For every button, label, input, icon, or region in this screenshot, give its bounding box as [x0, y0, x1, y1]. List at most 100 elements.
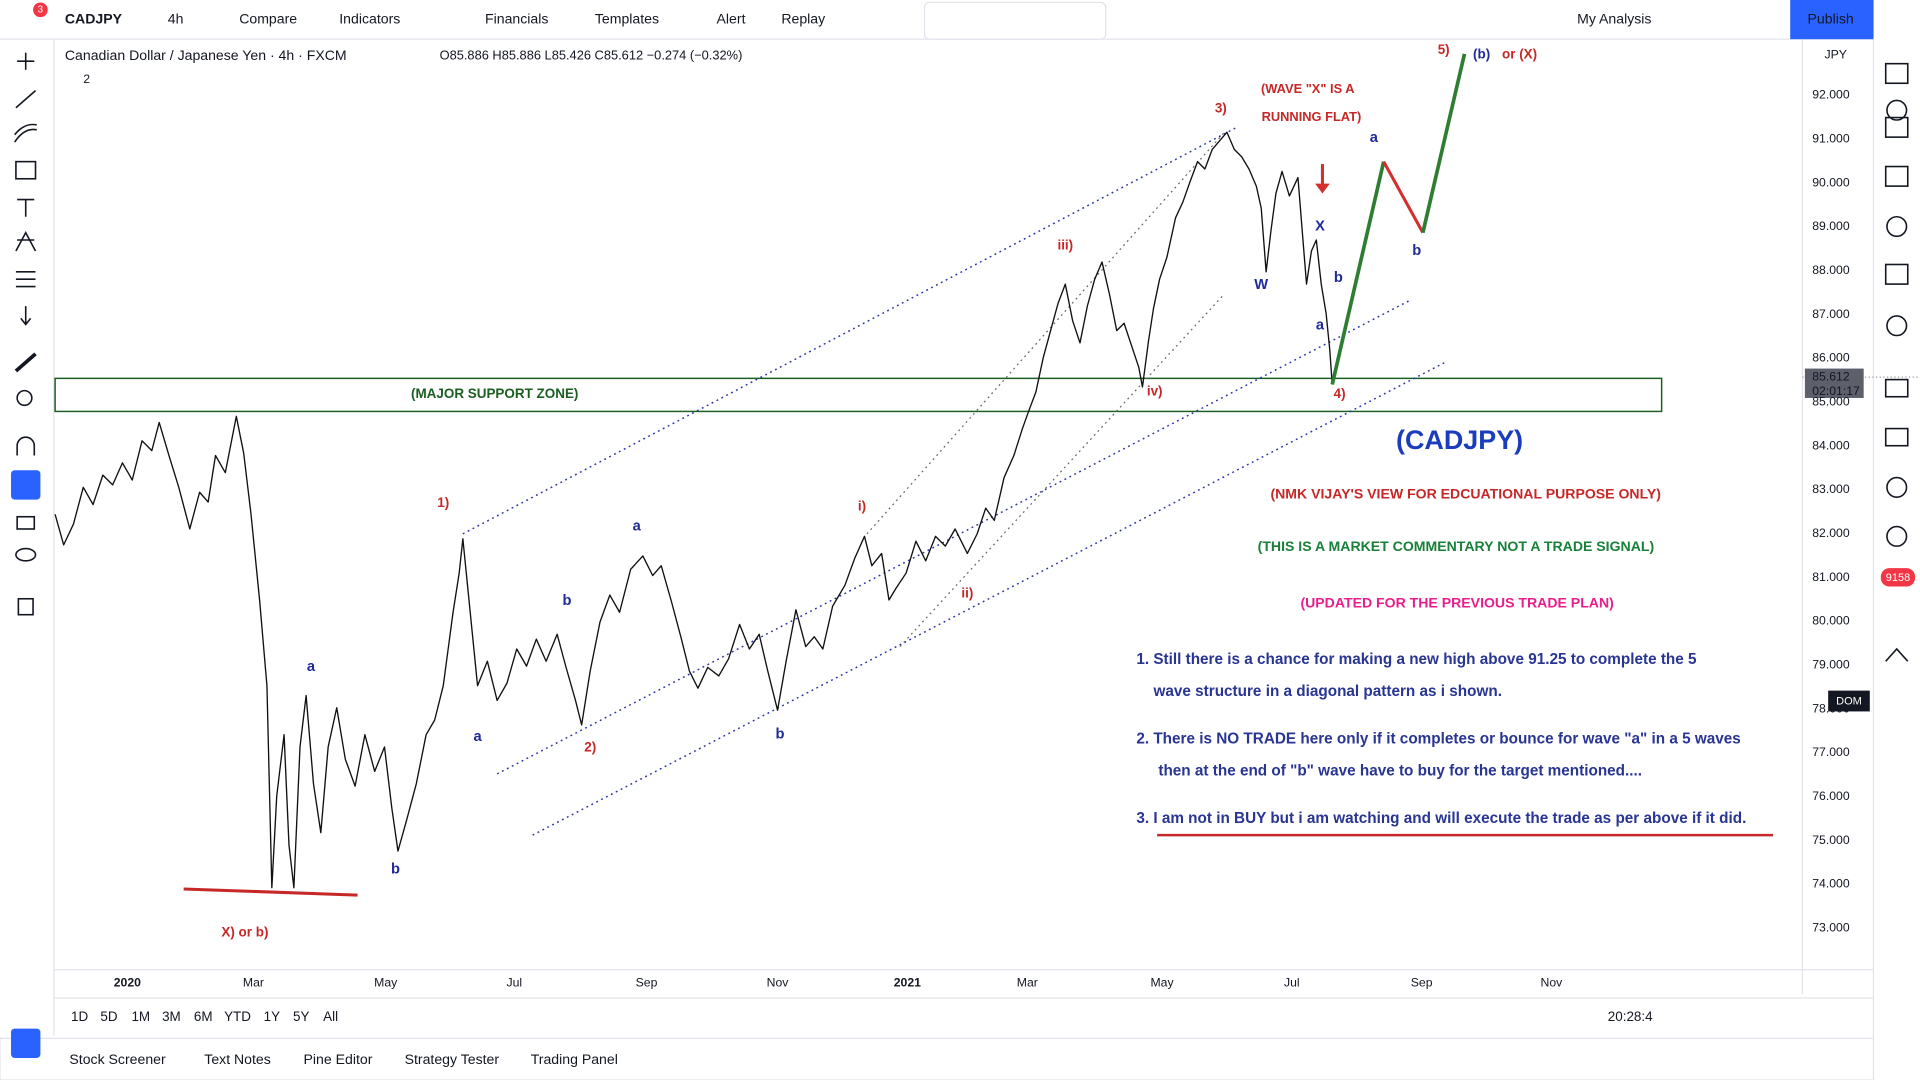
left-toolbar — [14, 52, 37, 616]
sidebar-icon[interactable] — [1884, 62, 1909, 85]
shape-tool[interactable] — [15, 160, 37, 180]
annotation: (THIS IS A MARKET COMMENTARY NOT A TRADE… — [1258, 538, 1655, 554]
publish[interactable]: Publish — [1808, 10, 1854, 26]
sidebar-icon[interactable] — [1886, 525, 1908, 547]
timeframe-button[interactable]: 5Y — [293, 1009, 309, 1024]
price-label: 86.000 — [1812, 351, 1850, 365]
timeframe-button[interactable]: YTD — [224, 1009, 251, 1024]
bottom-tab[interactable]: Pine Editor — [304, 1051, 373, 1067]
zoom-tool[interactable] — [16, 389, 33, 407]
channel-line — [496, 299, 1411, 775]
sidebar-icon[interactable] — [1886, 99, 1908, 121]
timeframe-button[interactable]: 1D — [71, 1009, 88, 1024]
time-label: Sep — [636, 975, 658, 989]
collapse[interactable]: 2 — [83, 72, 90, 86]
notification-badge-bg — [33, 2, 48, 18]
hide-tool[interactable] — [15, 547, 37, 562]
price-label: 85.000 — [1812, 395, 1850, 409]
commentary-note: 3. I am not in BUY but i am watching and… — [1136, 810, 1746, 827]
sidebar-icon[interactable] — [1884, 116, 1909, 138]
time-label: Nov — [1541, 975, 1564, 989]
lock-tool[interactable] — [16, 515, 36, 530]
publish-button[interactable] — [1790, 0, 1874, 40]
price-label: 89.000 — [1812, 219, 1850, 233]
pattern-tool[interactable] — [15, 230, 37, 252]
projection-up — [1330, 161, 1386, 385]
price-label: 75.000 — [1812, 833, 1850, 847]
annotation: X) or b) — [221, 925, 268, 940]
sidebar-icon[interactable] — [1886, 215, 1908, 238]
bottom-tab[interactable]: Strategy Tester — [405, 1051, 500, 1067]
arrow-tool[interactable] — [20, 306, 32, 326]
time-label: Sep — [1411, 975, 1433, 989]
sidebar-icon[interactable] — [1884, 378, 1909, 398]
timeframe-button[interactable]: 6M — [194, 1009, 213, 1024]
annotation: b — [1412, 243, 1421, 259]
sidebar-icon[interactable] — [1884, 427, 1909, 447]
annotation: ii) — [961, 585, 973, 600]
magnet-tool[interactable] — [16, 436, 36, 456]
right-sidebar — [1884, 62, 1909, 662]
price-label: 80.000 — [1812, 614, 1850, 628]
annotation: a — [1370, 130, 1379, 146]
timeframe-button[interactable]: All — [323, 1009, 338, 1024]
timeframe-button[interactable]: 5D — [100, 1009, 117, 1024]
annotation: b — [776, 727, 785, 743]
annotation: 4) — [1334, 386, 1346, 401]
time-label: Jul — [1284, 975, 1300, 989]
annotation: (b) — [1473, 47, 1490, 62]
sidebar-icon[interactable] — [1884, 165, 1909, 187]
layout-name[interactable]: My Analysis — [1577, 10, 1651, 26]
text-tool[interactable] — [17, 198, 35, 217]
annotation: or (X) — [1502, 47, 1537, 62]
sidebar-icon[interactable] — [1885, 647, 1909, 662]
measure-tool[interactable] — [14, 352, 37, 373]
price-label: 90.000 — [1812, 175, 1850, 189]
timeframe-button[interactable]: 1M — [131, 1009, 150, 1024]
bottom-tab[interactable]: Trading Panel — [531, 1051, 618, 1067]
annotation: X — [1315, 218, 1325, 234]
sidebar-icon[interactable] — [1886, 315, 1908, 337]
trash-tool[interactable] — [17, 597, 34, 616]
sidebar-icon[interactable] — [1886, 476, 1908, 498]
toolbar-item[interactable]: Replay — [781, 10, 826, 26]
currency: JPY — [1824, 47, 1846, 61]
toolbar-item[interactable]: Financials — [485, 10, 548, 26]
diagonal-lines — [866, 131, 1225, 647]
price-label: 74.000 — [1812, 877, 1850, 891]
bottom-tab[interactable]: Text Notes — [204, 1051, 271, 1067]
time-label: May — [1150, 975, 1174, 989]
bottom-tab[interactable]: Stock Screener — [69, 1051, 166, 1067]
last-price-tag — [1804, 368, 1864, 398]
sidebar-icon[interactable] — [1884, 263, 1909, 285]
annotation: 3) — [1215, 101, 1227, 116]
time-label: 2021 — [894, 975, 921, 989]
toolbar-item[interactable]: Compare — [239, 10, 297, 26]
timeframe-button[interactable]: 3M — [162, 1009, 181, 1024]
annotation: iii) — [1057, 238, 1073, 253]
countdown: 02:01:17 — [1812, 384, 1860, 398]
toolbar-item[interactable]: Indicators — [339, 10, 400, 26]
toolbar-item[interactable]: Alert — [717, 10, 746, 26]
last-price: 85.612 — [1812, 369, 1850, 383]
low-line — [183, 887, 358, 897]
dom-badge[interactable]: DOM — [1836, 696, 1862, 708]
annotation: b — [562, 593, 571, 609]
price-label: 87.000 — [1812, 307, 1850, 321]
commentary-note: 2. There is NO TRADE here only if it com… — [1136, 731, 1740, 748]
time-label: Jul — [506, 975, 522, 989]
prediction-tool[interactable] — [15, 271, 36, 288]
down-arrow-head — [1315, 183, 1330, 194]
active-tool[interactable] — [11, 470, 41, 500]
annotation: RUNNING FLAT) — [1262, 109, 1362, 124]
toolbar-item[interactable]: Templates — [595, 10, 659, 26]
interval[interactable]: 4h — [168, 10, 184, 26]
timeframe-button[interactable]: 1Y — [264, 1009, 280, 1024]
trendline-tool[interactable] — [15, 90, 37, 109]
symbol[interactable]: CADJPY — [65, 10, 123, 26]
annotation: 1) — [437, 495, 449, 510]
annotation: b — [391, 861, 400, 877]
commentary-note: 1. Still there is a chance for making a … — [1136, 651, 1697, 668]
annotation: 2) — [584, 740, 596, 755]
fib-tool[interactable] — [14, 123, 37, 143]
